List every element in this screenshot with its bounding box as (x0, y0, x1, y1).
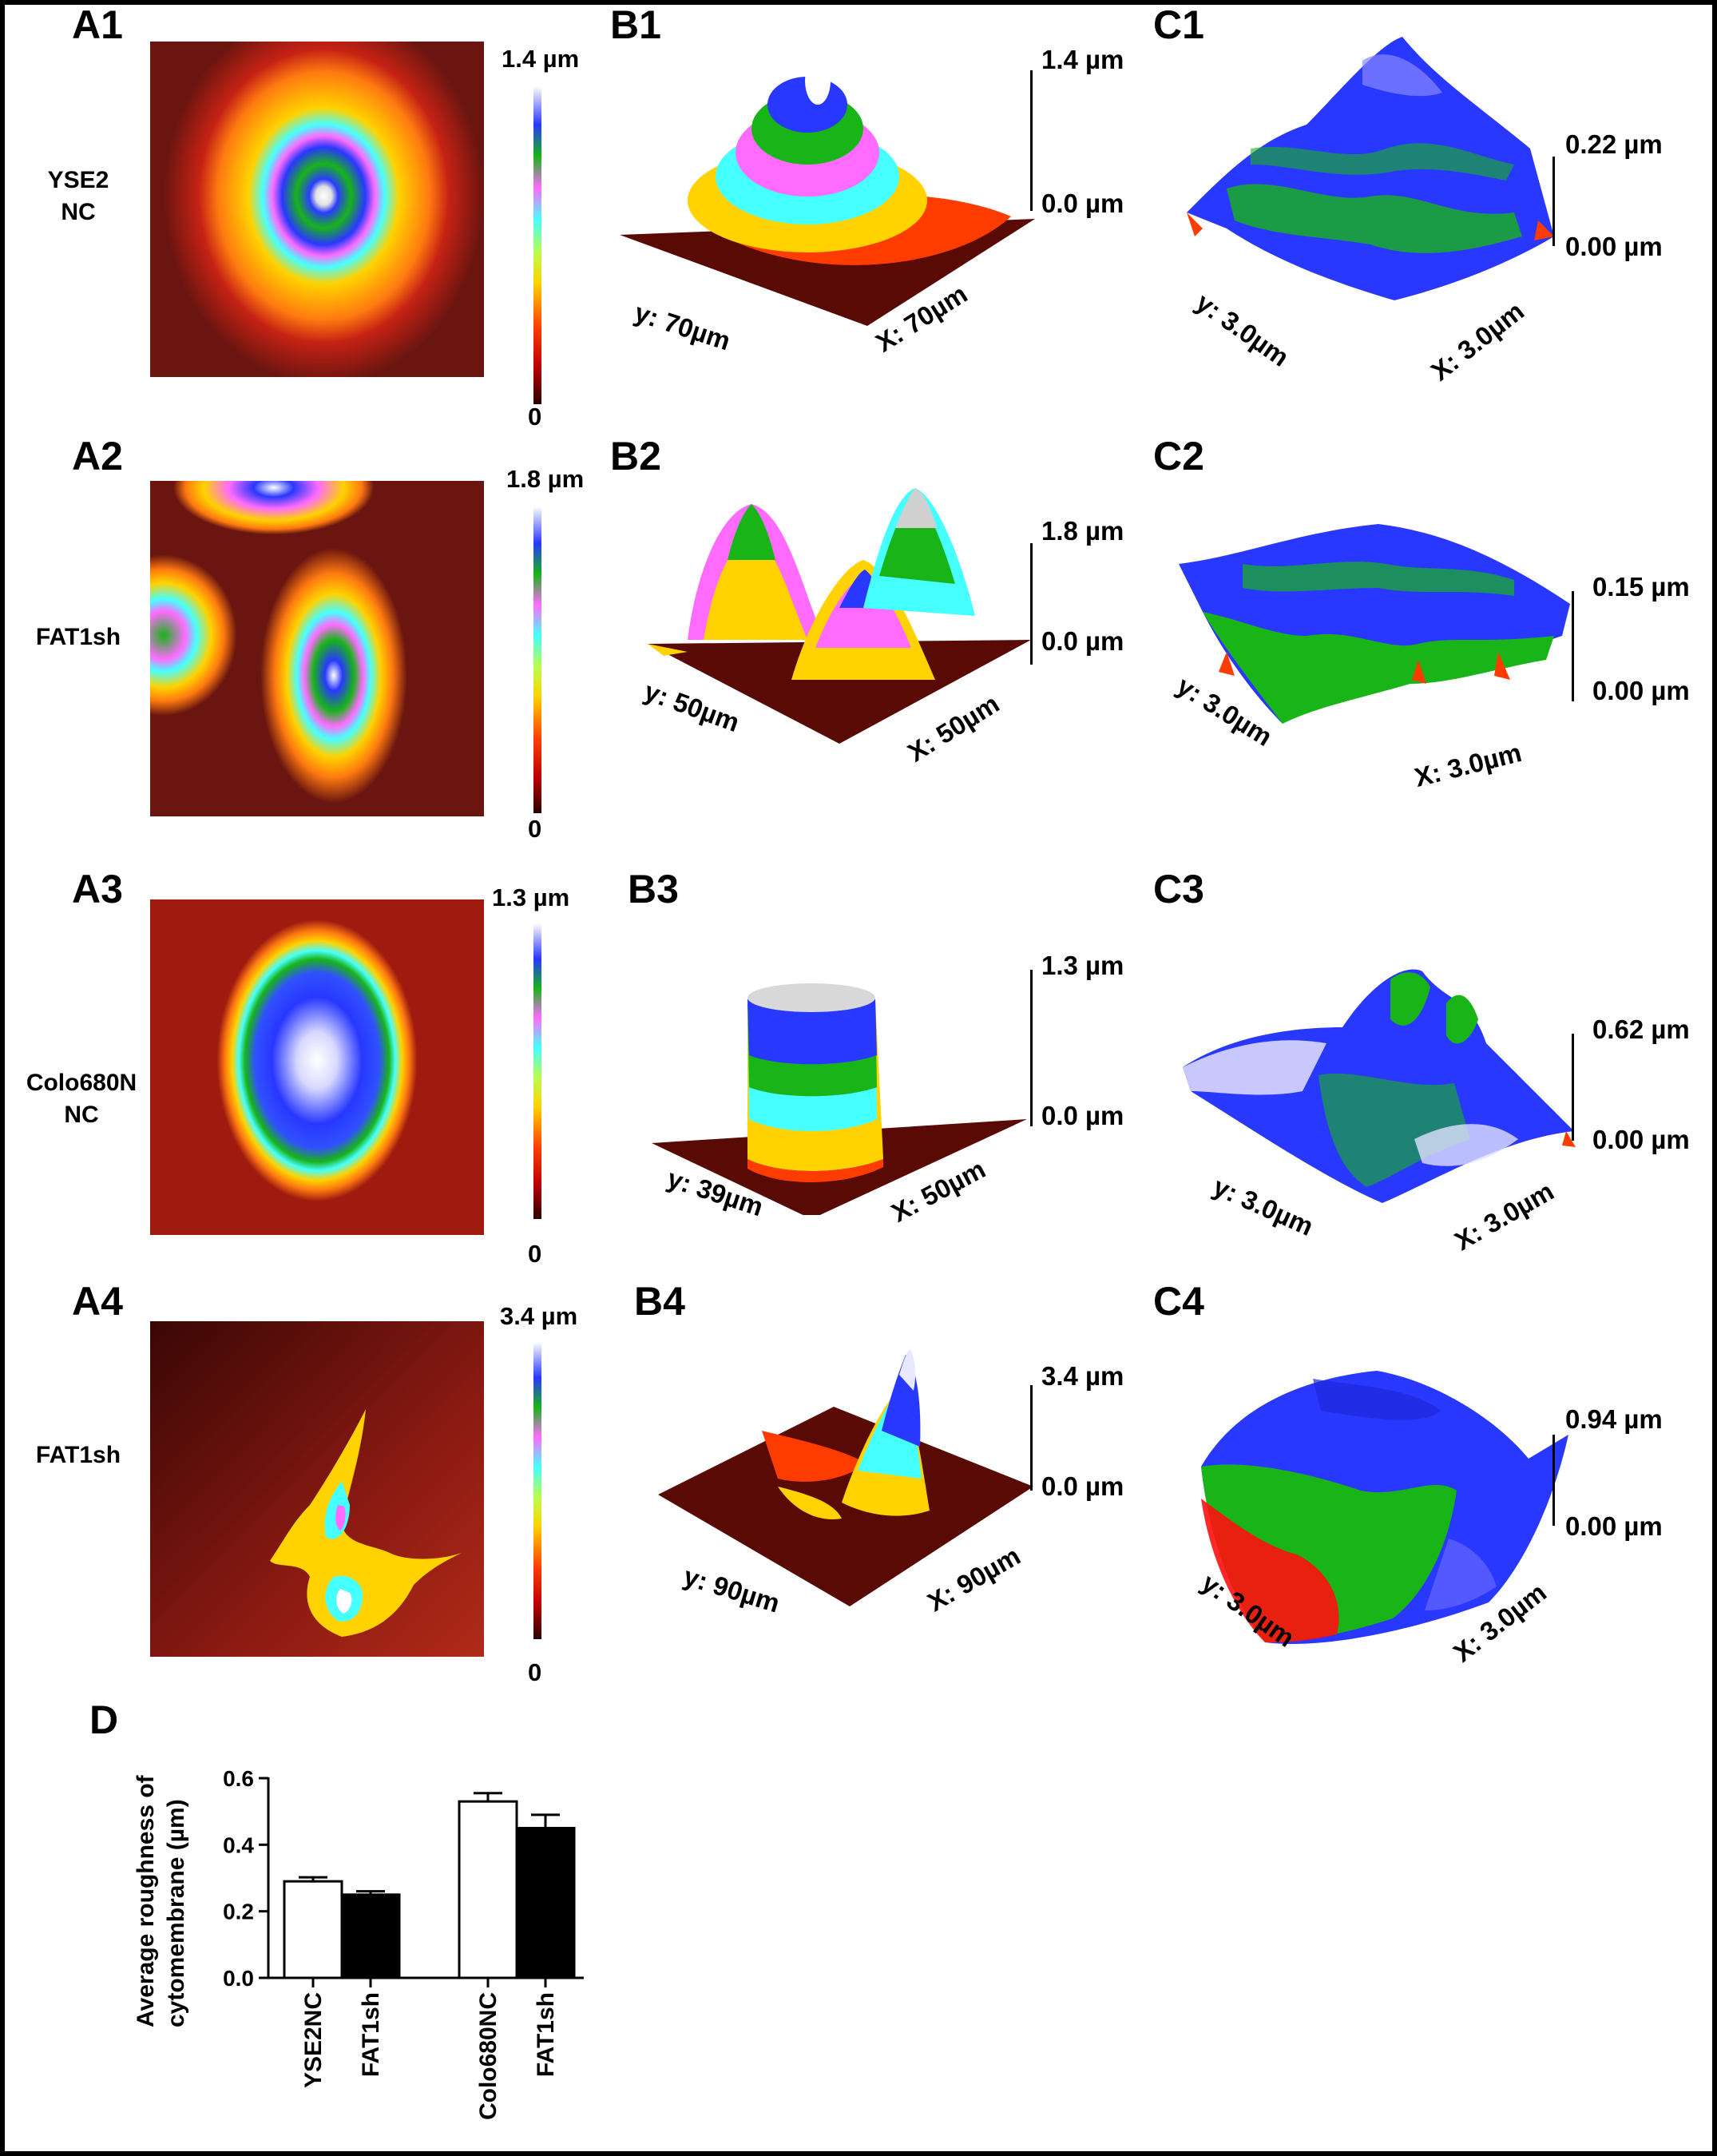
z-min-c1: 0.00 µm (1565, 232, 1663, 261)
x-category-label: FAT1sh (358, 1992, 384, 2077)
panel-label-b4: B4 (634, 1279, 685, 1324)
z-axis-b3 (1030, 970, 1033, 1126)
y-tick-label: 0.2 (223, 1900, 254, 1924)
bar-4 (515, 1827, 576, 1979)
bar-2 (340, 1893, 401, 1979)
y-tick-label: 0.4 (223, 1832, 254, 1857)
row-label-1: YSE2 NC (47, 167, 109, 225)
z-min-c3: 0.00 µm (1592, 1125, 1690, 1154)
row-label-3: Colo680N NC (26, 1070, 137, 1128)
surface-plot-c3 (1183, 969, 1576, 1203)
z-max-b4: 3.4 µm (1041, 1361, 1124, 1391)
z-max-b2: 1.8 µm (1041, 516, 1124, 546)
afm-height-map-a3 (150, 899, 484, 1235)
bar-3 (458, 1800, 518, 1979)
panel-label-a4: A4 (72, 1279, 123, 1324)
colorbar-min-a4: 0 (528, 1658, 542, 1686)
height-colorbar-a4 (533, 1342, 541, 1639)
x-axis-label-c2: X: 3.0µm (1411, 737, 1525, 792)
z-max-c2: 0.15 µm (1592, 572, 1690, 602)
z-min-c4: 0.00 µm (1565, 1511, 1663, 1541)
z-axis-b4 (1030, 1385, 1033, 1491)
z-min-b3: 0.0 µm (1041, 1101, 1124, 1130)
colorbar-max-a1: 1.4 µm (502, 45, 580, 73)
panel-label-a3: A3 (72, 867, 123, 911)
surface-plot-b2 (648, 488, 1031, 744)
panel-label-d: D (89, 1697, 119, 1742)
panel-label-c2: C2 (1153, 434, 1204, 478)
panel-label-a2: A2 (72, 434, 123, 478)
z-axis-c3 (1572, 1034, 1574, 1141)
z-min-b4: 0.0 µm (1041, 1471, 1124, 1501)
panel-label-c1: C1 (1153, 5, 1204, 47)
x-category-label: YSE2NC (300, 1992, 327, 2088)
panel-label-c3: C3 (1153, 867, 1204, 911)
x-category-label: FAT1sh (533, 1992, 559, 2077)
panel-label-c4: C4 (1153, 1279, 1204, 1324)
row-label-2: FAT1sh (35, 624, 121, 650)
y-axis-label-line2: cytomembrane (µm) (163, 1799, 189, 2027)
z-axis-b1 (1030, 70, 1033, 211)
z-axis-c1 (1552, 157, 1555, 246)
surface-plot-c4 (1201, 1371, 1568, 1644)
z-axis-c2 (1572, 591, 1574, 701)
z-max-b3: 1.3 µm (1041, 951, 1124, 980)
figure: A1 B1 C1 YSE2 NC 1.4 µm 0 1.4 µm 0.0 µm y… (5, 5, 1712, 2151)
afm-height-map-a1 (150, 42, 484, 377)
z-min-b2: 0.0 µm (1041, 626, 1124, 656)
z-axis-c4 (1552, 1435, 1555, 1526)
colorbar-max-a3: 1.3 µm (492, 883, 570, 911)
surface-plot-b1 (620, 57, 1035, 326)
z-max-c3: 0.62 µm (1592, 1014, 1690, 1044)
colorbar-min-a2: 0 (528, 815, 542, 843)
height-colorbar-a1 (533, 86, 541, 404)
panel-label-b3: B3 (628, 867, 679, 911)
panel-label-b2: B2 (610, 434, 661, 478)
height-colorbar-a2 (533, 506, 541, 813)
z-max-c4: 0.94 µm (1565, 1404, 1663, 1434)
height-colorbar-a3 (533, 923, 541, 1219)
row-label-4: FAT1sh (35, 1442, 121, 1468)
y-tick-label: 0.6 (223, 1766, 254, 1791)
z-min-c2: 0.00 µm (1592, 676, 1690, 705)
afm-height-map-a4 (150, 1321, 484, 1657)
z-max-c1: 0.22 µm (1565, 129, 1663, 159)
colorbar-max-a4: 3.4 µm (500, 1302, 578, 1330)
surface-plot-b4 (658, 1349, 1033, 1606)
y-tick-label: 0.0 (223, 1966, 254, 1991)
bar-1 (283, 1880, 343, 1979)
x-category-label: Colo680NC (475, 1992, 502, 2120)
z-min-b1: 0.0 µm (1041, 189, 1124, 218)
afm-height-map-a2 (150, 481, 484, 816)
colorbar-min-a1: 0 (528, 403, 542, 431)
z-axis-b2 (1030, 543, 1033, 665)
panel-label-b1: B1 (610, 5, 661, 47)
panel-label-a1: A1 (72, 5, 123, 47)
colorbar-min-a3: 0 (528, 1240, 542, 1268)
surface-plot-c1 (1187, 37, 1554, 300)
surface-plot-b3 (652, 983, 1027, 1215)
roughness-bar-chart: Average roughness of cytomembrane (µm) 0… (133, 1766, 584, 2120)
colorbar-max-a2: 1.8 µm (506, 465, 585, 493)
surface-plot-c2 (1179, 524, 1570, 724)
z-max-b1: 1.4 µm (1041, 45, 1124, 74)
y-axis-label-line1: Average roughness of (133, 1774, 159, 2027)
